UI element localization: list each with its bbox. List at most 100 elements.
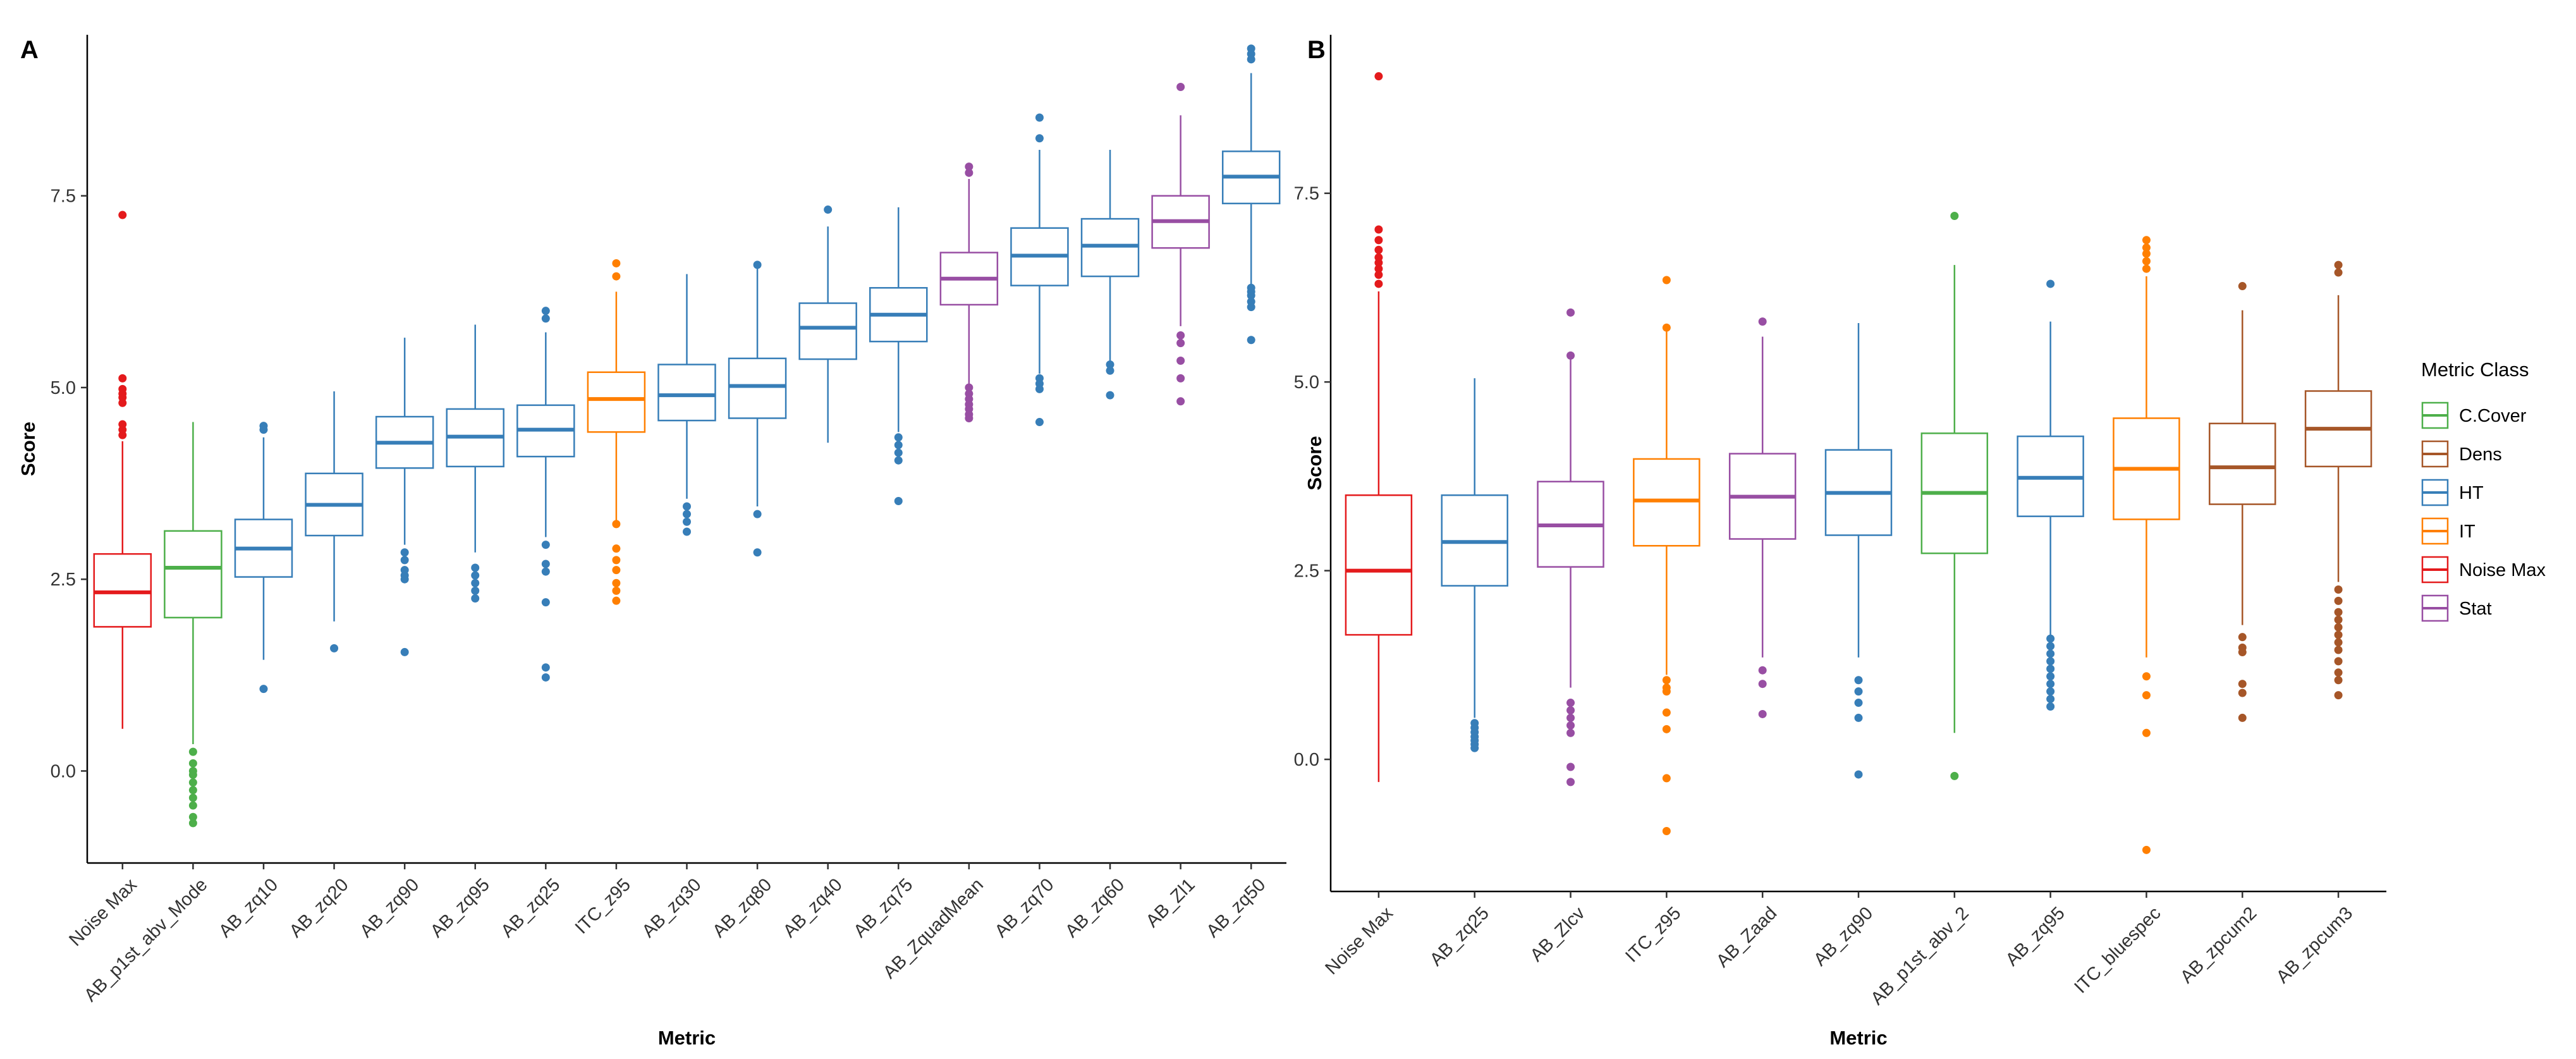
outlier-point [1566, 778, 1575, 787]
y-tick-label: 5.0 [1294, 372, 1319, 393]
outlier-point [2334, 585, 2343, 594]
box-ab-zq30 [657, 274, 716, 536]
outlier-point [259, 685, 268, 694]
outlier-point [612, 596, 621, 605]
outlier-point [2238, 713, 2247, 722]
outlier-point [1758, 709, 1767, 718]
outlier-point [1035, 113, 1044, 122]
outlier-point [2238, 633, 2247, 642]
outlier-point [188, 778, 197, 787]
x-tick-label: Noise Max [65, 874, 141, 950]
outlier-point [1374, 236, 1383, 245]
outlier-point [2238, 680, 2247, 689]
outlier-point [541, 567, 550, 576]
legend-item-stat: Stat [2421, 594, 2492, 622]
outlier-point [1566, 728, 1575, 737]
outlier-point [1566, 308, 1575, 317]
outlier-point [1662, 276, 1671, 285]
box-iqr [1345, 494, 1413, 636]
outlier-point [612, 272, 621, 281]
box-itc-z95 [1633, 276, 1700, 835]
outlier-point [753, 260, 762, 269]
outlier-point [2046, 657, 2055, 666]
outlier-point [1247, 55, 1255, 64]
outlier-point [1950, 771, 1959, 780]
outlier-point [2334, 668, 2343, 677]
box-iqr [93, 553, 152, 628]
legend: Metric Class C.Cover Dens HT IT Noise Max Stat [2421, 358, 2546, 622]
box-iqr [728, 357, 787, 419]
outlier-point [612, 259, 621, 267]
legend-label: Dens [2459, 444, 2502, 465]
y-tick-label: 2.5 [51, 570, 76, 590]
outlier-point [683, 502, 691, 511]
outlier-point [965, 162, 974, 171]
x-tick-label: AB_zq20 [286, 874, 353, 941]
panel-label: A [20, 36, 39, 64]
x-tick-label: Noise Max [1322, 903, 1398, 979]
y-tick-label: 7.5 [51, 187, 76, 207]
outlier-point [2046, 279, 2055, 288]
box-iqr [798, 302, 857, 360]
outlier-point [753, 510, 762, 518]
outlier-point [2142, 257, 2151, 266]
outlier-point [1374, 245, 1383, 254]
outlier-point [2142, 249, 2151, 258]
outlier-point [1854, 713, 1863, 722]
box-ab-zquadmean [939, 162, 999, 422]
box-ab-zq95 [446, 324, 504, 603]
outlier-point [1106, 360, 1114, 369]
box-iqr [657, 364, 716, 422]
outlier-point [2142, 672, 2151, 681]
outlier-point [894, 433, 903, 442]
outlier-point [1035, 418, 1044, 427]
outlier-point [2046, 695, 2055, 704]
y-tick-label: 2.5 [1294, 561, 1319, 582]
outlier-point [1176, 397, 1185, 406]
y-tick-label: 0.0 [51, 761, 76, 781]
box-ab-zq95 [2017, 279, 2084, 711]
box-iqr [1080, 217, 1140, 278]
x-tick-label: ITC_z95 [1621, 903, 1685, 966]
outlier-point [471, 578, 480, 587]
box-noise-max [1345, 72, 1413, 782]
outlier-point [1176, 331, 1185, 340]
outlier-point [2046, 642, 2055, 651]
x-tick-label: AB_p1st_abv_Mode [80, 874, 211, 1005]
outlier-point [188, 793, 197, 802]
outlier-point [2142, 264, 2151, 273]
outlier-point [2334, 630, 2343, 639]
outlier-point [541, 663, 550, 672]
x-tick-label: AB_zq30 [638, 874, 705, 941]
panel-label: B [1307, 36, 1326, 64]
legend-label: Stat [2459, 599, 2492, 619]
panel-b: B 0.0 2.5 5.0 7.5 Score Metric Noise Max AB_zq25… [1294, 35, 2386, 1049]
x-tick-label: AB_zq70 [991, 874, 1058, 941]
x-tick-label: AB_zq90 [356, 874, 423, 941]
outlier-point [2334, 638, 2343, 647]
outlier-point [753, 548, 762, 557]
outlier-point [188, 747, 197, 756]
outlier-point [1854, 770, 1863, 779]
x-tick-label: AB_zq95 [427, 874, 494, 941]
outlier-point [612, 578, 621, 587]
legend-label: Noise Max [2459, 560, 2546, 580]
outlier-point [894, 456, 903, 465]
outlier-point [1374, 264, 1383, 273]
outlier-point [1106, 391, 1114, 400]
legend-item-it: IT [2421, 517, 2475, 545]
outlier-point [188, 819, 197, 828]
x-tick-label: AB_zq50 [1202, 874, 1269, 941]
outlier-point [2046, 702, 2055, 711]
outlier-point [612, 556, 621, 565]
outlier-point [2142, 243, 2151, 252]
outlier-point [612, 520, 621, 529]
outlier-point [1566, 706, 1575, 714]
x-tick-label: AB_zq75 [850, 874, 917, 941]
outlier-point [2334, 268, 2343, 277]
outlier-point [2046, 672, 2055, 681]
outlier-point [2142, 845, 2151, 854]
legend-item-noise-max: Noise Max [2421, 556, 2546, 584]
x-tick-label: ITC_bluespec [2070, 903, 2164, 997]
outlier-point [1854, 687, 1863, 696]
